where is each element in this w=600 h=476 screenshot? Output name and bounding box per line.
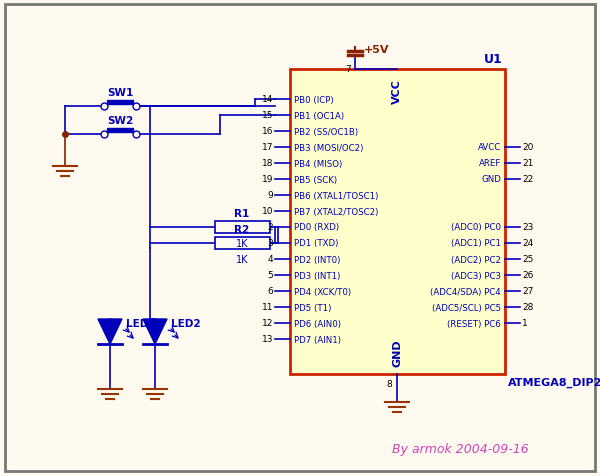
Text: PD7 (AIN1): PD7 (AIN1) [294,335,341,344]
Text: PB6 (XTAL1/TOSC1): PB6 (XTAL1/TOSC1) [294,191,379,200]
Text: PD6 (AIN0): PD6 (AIN0) [294,319,341,328]
Text: 16: 16 [262,127,273,136]
Text: 5: 5 [267,271,273,280]
Text: 2: 2 [268,223,273,232]
Text: PB7 (XTAL2/TOSC2): PB7 (XTAL2/TOSC2) [294,207,379,216]
Text: PB5 (SCK): PB5 (SCK) [294,175,337,184]
Text: 4: 4 [268,255,273,264]
Text: 3: 3 [267,239,273,248]
Text: 28: 28 [522,303,533,312]
Text: 21: 21 [522,159,533,168]
Text: (ADC3) PC3: (ADC3) PC3 [451,271,501,280]
Text: AVCC: AVCC [478,143,501,152]
Text: PD3 (INT1): PD3 (INT1) [294,271,340,280]
Text: SW1: SW1 [107,88,133,98]
Text: VCC: VCC [392,79,402,104]
Text: LED1: LED1 [126,318,155,328]
Text: PD4 (XCK/T0): PD4 (XCK/T0) [294,287,351,296]
Text: (ADC2) PC2: (ADC2) PC2 [451,255,501,264]
Text: 11: 11 [262,303,273,312]
Text: U1: U1 [484,53,503,66]
Text: PB0 (ICP): PB0 (ICP) [294,95,334,104]
Text: 25: 25 [522,255,533,264]
Text: (ADC4/SDA) PC4: (ADC4/SDA) PC4 [430,287,501,296]
Text: PD1 (TXD): PD1 (TXD) [294,239,338,248]
Polygon shape [98,319,122,344]
Text: 1: 1 [522,319,528,328]
Text: (ADC1) PC1: (ADC1) PC1 [451,239,501,248]
Text: AREF: AREF [479,159,501,168]
Text: 18: 18 [262,159,273,168]
Polygon shape [107,101,133,105]
Text: 26: 26 [522,271,533,280]
Text: +5V: +5V [364,45,389,55]
Bar [215,221,270,234]
Text: 10: 10 [262,207,273,216]
Text: 1K: 1K [236,255,248,265]
Text: 15: 15 [262,111,273,120]
Polygon shape [107,129,133,133]
Text: R1: R1 [235,208,250,218]
Text: 1K: 1K [236,238,248,248]
Bar [215,238,270,249]
Text: PD2 (INT0): PD2 (INT0) [294,255,340,264]
Text: (RESET) PC6: (RESET) PC6 [447,319,501,328]
Text: PB1 (OC1A): PB1 (OC1A) [294,111,344,120]
Text: GND: GND [392,338,402,366]
Text: 14: 14 [262,95,273,104]
Text: 17: 17 [262,143,273,152]
Text: R2: R2 [235,225,250,235]
Text: ATMEGA8_DIP28: ATMEGA8_DIP28 [508,377,600,387]
Text: 7: 7 [345,65,351,74]
Bar [290,70,505,374]
Text: 8: 8 [386,380,392,389]
Text: PB3 (MOSI/OC2): PB3 (MOSI/OC2) [294,143,364,152]
Text: PD0 (RXD): PD0 (RXD) [294,223,339,232]
Text: (ADC5/SCL) PC5: (ADC5/SCL) PC5 [432,303,501,312]
Text: (ADC0) PC0: (ADC0) PC0 [451,223,501,232]
Text: 24: 24 [522,239,533,248]
Text: 19: 19 [262,175,273,184]
Text: 12: 12 [262,319,273,328]
Text: PB2 (SS/OC1B): PB2 (SS/OC1B) [294,127,358,136]
Text: By armok 2004-09-16: By armok 2004-09-16 [392,443,529,456]
Text: PD5 (T1): PD5 (T1) [294,303,331,312]
Text: SW2: SW2 [107,116,133,126]
Text: 6: 6 [267,287,273,296]
Text: PB4 (MISO): PB4 (MISO) [294,159,342,168]
Text: 23: 23 [522,223,533,232]
Text: 9: 9 [267,191,273,200]
Text: 27: 27 [522,287,533,296]
Text: LED2: LED2 [171,318,200,328]
Text: 22: 22 [522,175,533,184]
Text: GND: GND [481,175,501,184]
Polygon shape [143,319,167,344]
Text: 20: 20 [522,143,533,152]
Text: 13: 13 [262,335,273,344]
